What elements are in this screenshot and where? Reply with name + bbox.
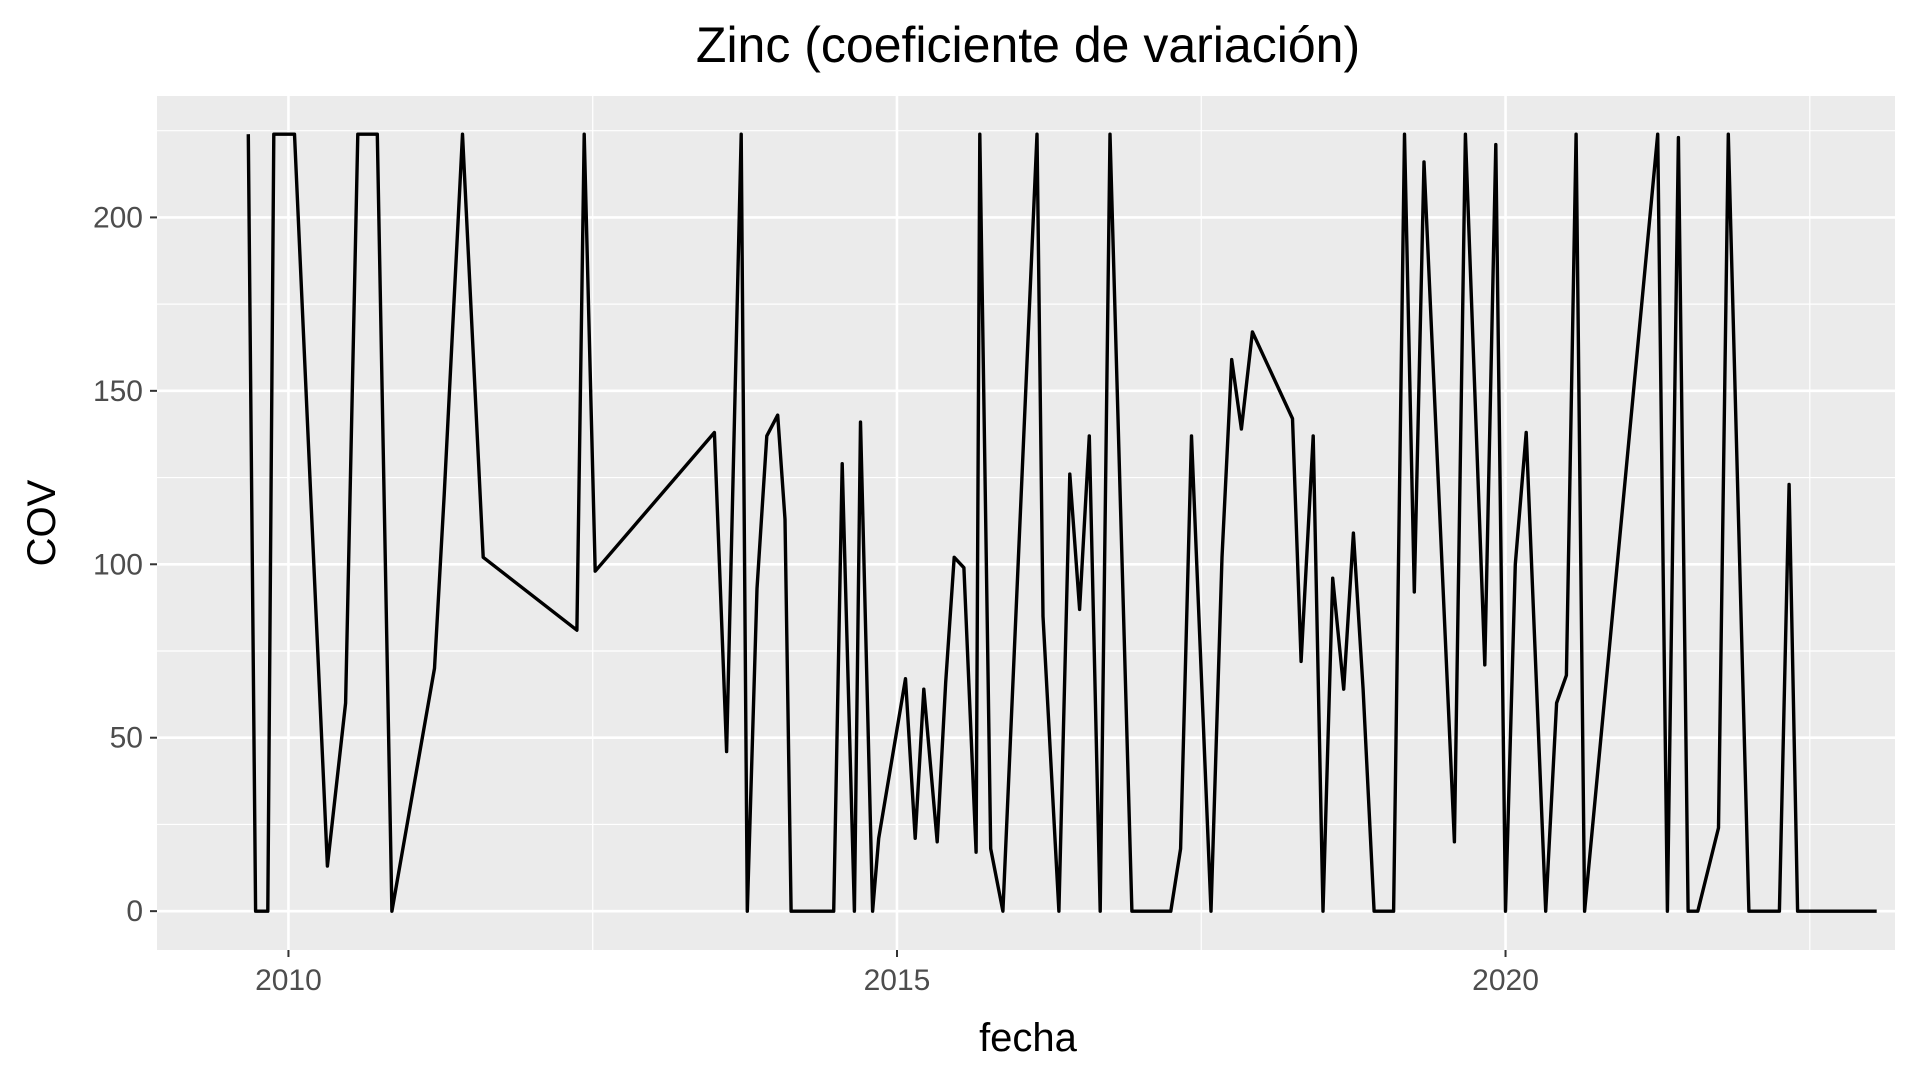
y-tick-label: 100 — [93, 548, 143, 581]
axis-ticks — [150, 216, 1507, 957]
y-tick-label: 0 — [126, 895, 143, 928]
chart-title: Zinc (coeficiente de variación) — [696, 17, 1360, 73]
x-tick-label: 2015 — [864, 964, 931, 997]
series-line — [246, 132, 1877, 913]
y-tick-labels: 0 50 100 150 200 — [93, 201, 143, 928]
x-tick-label: 2020 — [1472, 964, 1539, 997]
x-axis-title: fecha — [979, 1016, 1078, 1060]
y-tick-label: 50 — [110, 722, 143, 755]
x-tick-labels: 2010 2015 2020 — [255, 964, 1539, 997]
x-tick-label: 2010 — [255, 964, 322, 997]
y-tick-label: 200 — [93, 201, 143, 234]
y-tick-label: 150 — [93, 375, 143, 408]
y-axis-title: COV — [20, 479, 64, 566]
plot-panel — [157, 96, 1895, 950]
grid-major — [157, 96, 1895, 950]
